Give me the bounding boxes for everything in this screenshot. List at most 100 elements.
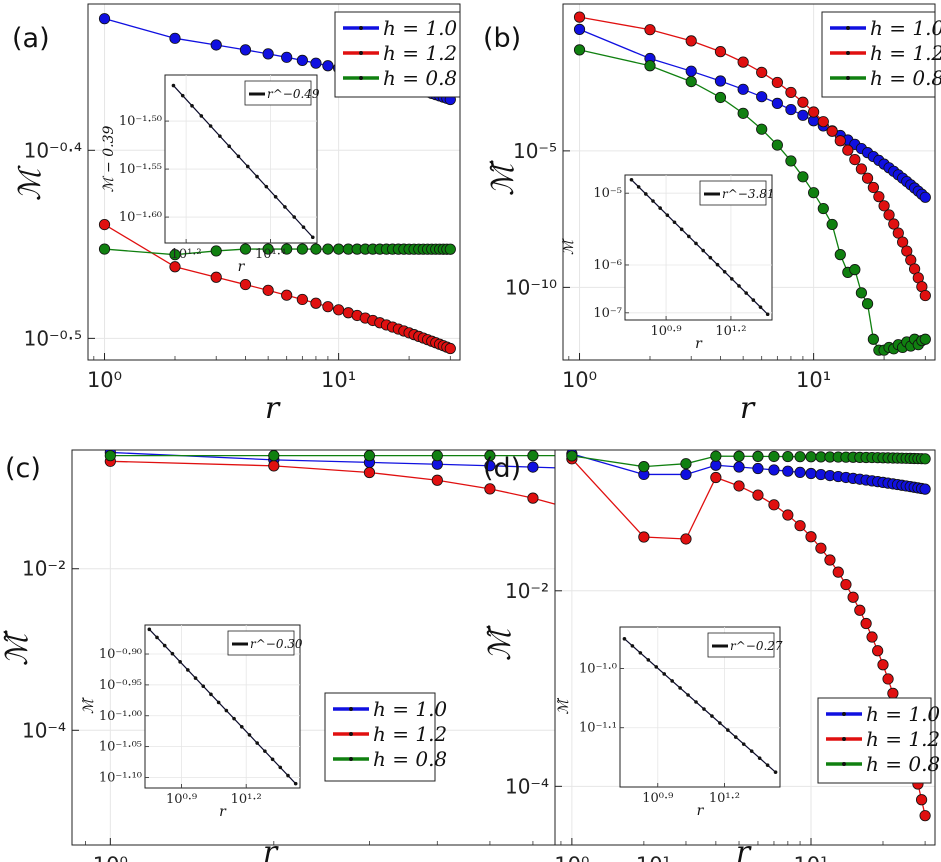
legend: h = 1.0h = 1.2h = 0.8 bbox=[817, 697, 940, 784]
series-red bbox=[573, 11, 931, 302]
data-point bbox=[888, 218, 900, 230]
data-point bbox=[861, 172, 874, 184]
inset-point bbox=[232, 716, 236, 721]
inset-point bbox=[155, 635, 159, 640]
legend-label: h = 1.0 bbox=[383, 16, 457, 40]
data-point bbox=[873, 191, 885, 203]
inset-y-tick-label: 10⁻⁵ bbox=[593, 186, 622, 201]
inset-point bbox=[687, 234, 691, 239]
series-blue bbox=[566, 450, 931, 495]
data-point bbox=[98, 218, 111, 231]
x-axis-label: r bbox=[740, 391, 756, 426]
inset-y-axis-label: ℳ̃ bbox=[556, 697, 572, 714]
data-point bbox=[169, 32, 181, 44]
inset-point bbox=[646, 658, 651, 662]
inset-point bbox=[658, 206, 662, 210]
inset-point bbox=[636, 185, 641, 189]
legend-marker bbox=[842, 712, 846, 716]
data-point bbox=[210, 39, 222, 51]
y-tick-label: 10⁻⁵ bbox=[513, 139, 557, 163]
data-point bbox=[861, 298, 874, 310]
data-point bbox=[310, 297, 322, 309]
data-point bbox=[756, 123, 768, 135]
data-point bbox=[322, 60, 334, 72]
legend-label: h = 0.8 bbox=[383, 66, 457, 90]
inset-point bbox=[239, 725, 244, 729]
inset-x-tick-label: 10⁰·⁹ bbox=[651, 324, 682, 339]
data-point bbox=[685, 35, 697, 47]
data-point bbox=[737, 83, 749, 95]
data-point bbox=[808, 106, 820, 118]
data-point bbox=[363, 450, 376, 462]
data-point bbox=[756, 66, 768, 78]
data-point bbox=[797, 96, 809, 108]
data-point bbox=[710, 450, 722, 462]
data-point bbox=[785, 86, 797, 99]
data-point bbox=[310, 243, 322, 255]
inset-y-tick-label: 10⁻¹·¹ bbox=[579, 721, 617, 736]
inset-x-tick-label: 10¹·² bbox=[171, 247, 202, 262]
data-point bbox=[296, 293, 308, 306]
inset-point bbox=[726, 728, 730, 732]
data-point bbox=[919, 483, 931, 495]
inset-point bbox=[199, 114, 204, 118]
data-point bbox=[262, 243, 274, 255]
inset-point bbox=[630, 644, 635, 648]
data-point bbox=[644, 60, 656, 72]
data-point bbox=[849, 154, 861, 166]
inset-point bbox=[638, 651, 643, 655]
data-point bbox=[239, 278, 252, 291]
x-tick-label: 10⁰ bbox=[87, 368, 122, 392]
inset-point bbox=[718, 721, 722, 725]
data-point bbox=[817, 116, 829, 128]
inset-point bbox=[255, 174, 259, 179]
inset-point bbox=[310, 235, 315, 240]
data-layer bbox=[573, 11, 931, 356]
data-point bbox=[444, 243, 456, 255]
data-point bbox=[104, 450, 116, 462]
inset-x-tick-label: 10¹·² bbox=[231, 792, 262, 807]
y-tick-label: 10⁻⁴ bbox=[22, 718, 66, 742]
data-point bbox=[573, 23, 586, 35]
data-point bbox=[527, 492, 539, 504]
data-point bbox=[296, 54, 308, 66]
legend-label: h = 1.2 bbox=[870, 41, 941, 65]
legend: h = 1.0h = 1.2h = 0.8 bbox=[821, 11, 941, 98]
data-point bbox=[169, 249, 181, 261]
data-point bbox=[752, 462, 764, 475]
data-point bbox=[98, 13, 111, 25]
data-point bbox=[782, 509, 794, 521]
data-point bbox=[919, 453, 931, 465]
data-point bbox=[737, 107, 749, 119]
inset-point bbox=[622, 637, 627, 641]
data-point bbox=[714, 46, 727, 58]
data-point bbox=[281, 289, 293, 301]
data-point bbox=[239, 243, 252, 255]
data-layer bbox=[98, 13, 456, 355]
inset-y-axis-label: ℳ̃ bbox=[561, 238, 577, 255]
inset-point bbox=[273, 194, 278, 199]
inset-legend-label: r^−0.30 bbox=[250, 637, 303, 651]
data-point bbox=[322, 243, 334, 255]
data-point bbox=[752, 450, 764, 462]
inset-point bbox=[708, 255, 713, 260]
inset-point bbox=[710, 714, 714, 718]
legend-marker bbox=[359, 51, 363, 55]
inset-point bbox=[651, 199, 655, 203]
data-point bbox=[882, 673, 894, 685]
inset-point bbox=[629, 177, 634, 182]
data-point bbox=[785, 155, 797, 167]
data-point bbox=[847, 591, 859, 603]
legend-marker bbox=[349, 757, 353, 761]
x-tick-label: 10¹ bbox=[796, 368, 831, 392]
x-axis-label: r bbox=[263, 835, 279, 862]
y-tick-label: 10⁻² bbox=[22, 557, 66, 581]
data-point bbox=[638, 531, 650, 543]
data-point bbox=[805, 467, 817, 480]
data-point bbox=[210, 271, 222, 283]
inset-x-tick-label: 10¹·² bbox=[715, 324, 746, 339]
x-tick-label: 10⁰ bbox=[554, 853, 589, 862]
inset-y-tick-label: 10⁻⁰·⁹⁵ bbox=[99, 678, 142, 693]
inset-point bbox=[670, 679, 674, 683]
data-point bbox=[268, 450, 280, 462]
